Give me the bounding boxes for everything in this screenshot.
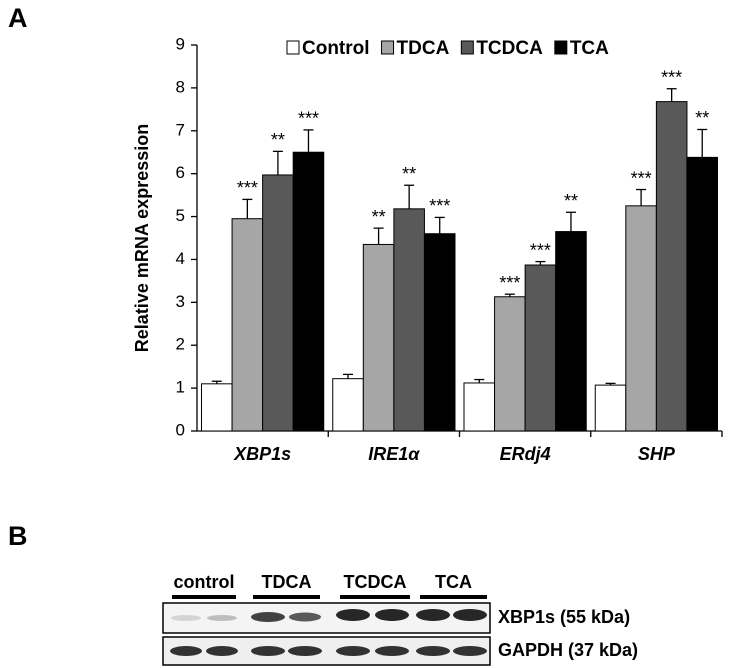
x-tick-label: IRE1α (368, 444, 420, 464)
x-tick-label: ERdj4 (500, 444, 551, 464)
bar (423, 233, 456, 432)
y-tick-label: 7 (176, 120, 185, 139)
significance-label: *** (298, 109, 319, 129)
bar (655, 101, 688, 432)
legend-swatch (460, 40, 474, 55)
significance-label: *** (499, 273, 520, 293)
significance-label: *** (661, 67, 682, 87)
significance-label: ** (695, 108, 709, 128)
significance-label: *** (530, 240, 551, 260)
y-tick-label: 8 (176, 77, 185, 96)
bar (524, 264, 557, 432)
bar (594, 384, 627, 432)
lane-group-label: TCA (435, 572, 472, 592)
bar (686, 156, 718, 432)
significance-label: ** (271, 130, 285, 150)
bar (231, 218, 264, 432)
bar (463, 382, 496, 432)
bar (292, 151, 325, 432)
y-tick-label: 2 (176, 335, 185, 354)
legend-swatch (554, 40, 568, 55)
y-tick-label: 9 (176, 34, 185, 53)
bar (393, 208, 425, 432)
lane-group-label: TDCA (262, 572, 312, 592)
y-tick-label: 6 (176, 163, 185, 182)
legend-label: TDCA (397, 38, 450, 59)
bands (170, 609, 487, 656)
legend-label: Control (302, 38, 370, 59)
y-tick-label: 4 (176, 249, 185, 268)
bar (262, 174, 294, 432)
y-tick-label: 1 (176, 378, 185, 397)
bar (625, 205, 657, 432)
significance-label: *** (429, 196, 450, 216)
legend-swatch (381, 40, 395, 55)
y-tick-label: 3 (176, 292, 185, 311)
significance-label: *** (237, 178, 258, 198)
panel-label: A (8, 3, 28, 33)
lane-group-label: control (174, 572, 235, 592)
x-tick-label: XBP1s (233, 444, 291, 464)
significance-label: ** (372, 207, 386, 227)
legend-label: TCA (570, 38, 609, 59)
significance-label: *** (631, 168, 652, 188)
band-label: XBP1s (55 kDa) (498, 607, 630, 627)
y-tick-label: 5 (176, 206, 185, 225)
legend-label: TCDCA (476, 38, 543, 59)
legend-swatch (286, 40, 300, 55)
bar (555, 231, 587, 432)
bar (332, 378, 364, 432)
lane-group-label: TCDCA (344, 572, 407, 592)
bar (362, 243, 395, 432)
significance-label: ** (402, 164, 416, 184)
significance-label: ** (564, 191, 578, 211)
panel-label: B (8, 521, 28, 551)
bar (494, 296, 526, 432)
y-axis-label: Relative mRNA expression (132, 124, 152, 352)
y-tick-label: 0 (176, 420, 185, 439)
x-tick-label: SHP (638, 444, 676, 464)
bar (201, 383, 233, 432)
band-label: GAPDH (37 kDa) (498, 640, 638, 660)
